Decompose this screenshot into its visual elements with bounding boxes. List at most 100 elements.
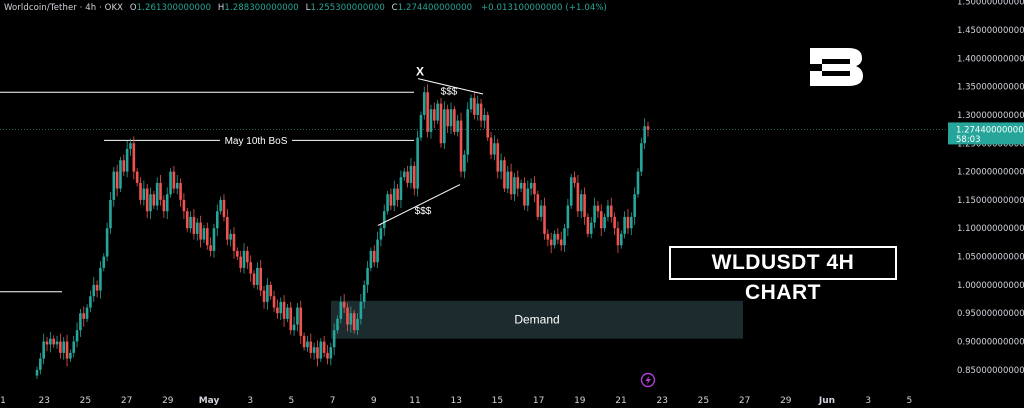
candle-body [419, 114, 423, 138]
candle-body [573, 177, 576, 183]
candle-body [172, 171, 176, 189]
candle-body [489, 137, 493, 155]
candle-body [99, 267, 102, 291]
chart-title: WLDUSDT 4H CHART [669, 246, 897, 304]
x-tick-label: 15 [492, 396, 503, 406]
candle-body [533, 182, 536, 195]
candle-body [89, 296, 92, 308]
candle-body [49, 338, 52, 345]
candle-body [549, 239, 553, 246]
x-tick-label: 3 [865, 396, 871, 406]
candle-body [79, 313, 82, 331]
candle-body [195, 222, 199, 234]
x-tick-label: Jun [818, 396, 835, 406]
open-label: O [129, 3, 137, 13]
candle-body [416, 137, 419, 189]
candle-body [553, 233, 556, 246]
bos-label: May 10th BoS [225, 136, 288, 147]
candle-body [289, 307, 293, 331]
candle-body [199, 222, 202, 240]
candle-body [436, 103, 439, 121]
x-axis[interactable]: 1 23 25 27 29 May 3 5 7 9 11 13 15 17 19 21 23 25 27 29 Jun 3… [0, 396, 912, 406]
y-tick-label: 1.500000000000 [957, 0, 1024, 8]
candle-body [82, 313, 86, 319]
candle-body [279, 301, 283, 314]
candle-body [613, 216, 616, 229]
candle-body [630, 216, 633, 229]
candle-body [62, 341, 66, 353]
low-value: 1.255300000000 [310, 3, 385, 13]
candle-body [536, 194, 540, 217]
x-tick-label: 3 [247, 396, 253, 406]
candle-body [409, 165, 413, 183]
candle-body [643, 126, 646, 144]
demand-zone [331, 300, 743, 339]
candle-body [332, 330, 336, 348]
y-tick-label: 1.300000000000 [957, 111, 1024, 121]
candle-body [302, 335, 306, 348]
candle-body [369, 250, 373, 268]
candle-body [636, 171, 640, 195]
candle-body [189, 216, 192, 229]
candle-body [599, 211, 603, 229]
candle-body [139, 182, 142, 200]
x-tick-label: 23 [656, 396, 667, 406]
candle-body [569, 177, 573, 206]
liquidity-top-label: $$$ [441, 87, 458, 98]
candle-body [316, 347, 319, 359]
candle-body [152, 194, 156, 206]
candle-body [603, 216, 606, 229]
candle-body [326, 352, 329, 359]
candle-body [92, 284, 96, 297]
candle-body [246, 250, 249, 263]
candle-body [459, 120, 463, 172]
candle-body [559, 239, 563, 246]
price-tag-countdown: 58:03 [956, 135, 981, 145]
candle-body [406, 171, 409, 183]
candle-body [579, 194, 583, 212]
x-tick-label: 29 [780, 396, 792, 406]
candle-body [513, 177, 516, 195]
x-tick-label: 7 [330, 396, 336, 406]
candle-body [115, 171, 119, 189]
candle-body [539, 205, 543, 217]
candle-body [463, 154, 466, 172]
candle-body [453, 109, 456, 132]
candle-body [386, 194, 389, 212]
candle-body [42, 341, 45, 359]
candle-body [529, 182, 533, 189]
candle-body [69, 352, 72, 359]
candle-body [493, 143, 496, 155]
candle-body [563, 228, 566, 246]
candle-body [249, 262, 252, 274]
candle-body [389, 194, 393, 206]
candle-body [476, 103, 480, 115]
candle-body [593, 205, 596, 223]
candle-body [175, 182, 179, 189]
candle-body [362, 284, 366, 302]
candle-body [486, 114, 490, 138]
candle-body [159, 182, 162, 200]
candle-body [379, 228, 383, 240]
liquidity-top-line [417, 78, 484, 95]
x-tick-label: 19 [574, 396, 586, 406]
candle-body [122, 160, 126, 172]
y-tick-label: 0.900000000000 [957, 338, 1024, 348]
candle-body [609, 205, 613, 217]
candle-body [145, 188, 149, 212]
lightning-alert-icon[interactable] [640, 372, 656, 388]
candle-body [35, 369, 39, 376]
candle-body [282, 301, 286, 319]
candle-body [576, 182, 580, 212]
close-label: C [391, 3, 398, 13]
candle-body [192, 216, 196, 234]
candle-body [252, 273, 256, 285]
candle-body [399, 177, 403, 200]
candle-body [309, 341, 313, 353]
y-tick-label: 1.400000000000 [957, 54, 1024, 64]
candle-body [583, 194, 586, 217]
candle-body [423, 92, 426, 115]
candle-body [142, 188, 146, 200]
candle-body [586, 216, 590, 234]
